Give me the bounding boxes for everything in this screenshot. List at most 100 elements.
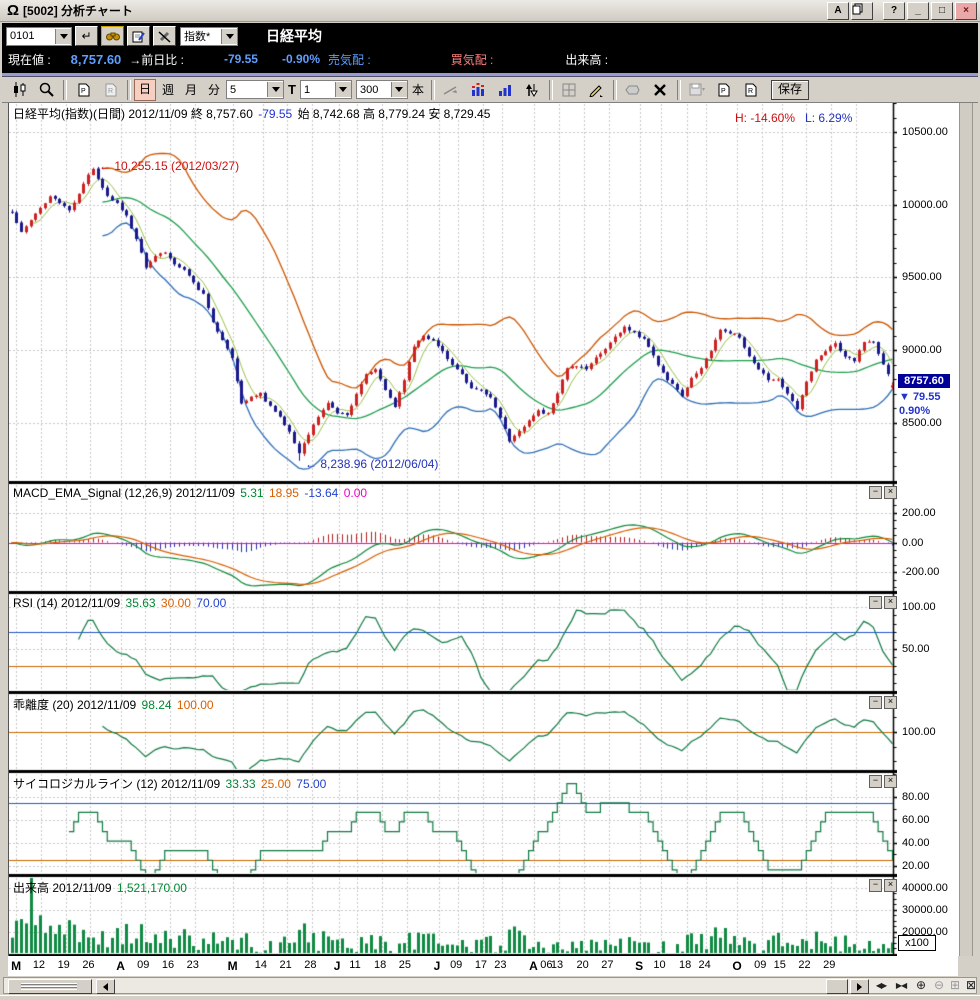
diff-value: -79.55 (223, 52, 258, 66)
page-copy-icon[interactable]: P (70, 78, 96, 101)
y-axis-tick-label: 200.00 (902, 506, 936, 519)
panel-close-button[interactable]: × (884, 596, 897, 609)
scrollbar-page-button[interactable] (826, 979, 848, 994)
panel-header-text: -13.64 (304, 486, 342, 500)
minimize-button[interactable]: _ (907, 1, 929, 20)
y-axis-tick-label: 30000.00 (902, 903, 948, 916)
panel-header-text: 35.63 (125, 596, 159, 610)
x-axis-label: 10 (653, 959, 666, 971)
y-axis-tick-label: 50.00 (902, 642, 930, 655)
category-combo[interactable]: 指数* (180, 26, 238, 46)
interval-combo[interactable]: 5 (226, 80, 284, 99)
horizontal-scrollbar[interactable]: ◀▶ ▶◀ ⊕ ⊖ ⊞ ⊠ (3, 977, 977, 994)
period-day-button[interactable]: 日 (134, 78, 156, 101)
grid-window-icon[interactable]: ⊞ (949, 978, 961, 992)
close-button[interactable]: × (955, 1, 977, 20)
scroll-right-button[interactable] (850, 979, 869, 994)
save-button[interactable]: 保存 (770, 79, 809, 100)
help-button[interactable]: ? (883, 1, 905, 20)
chevron-down-icon[interactable] (221, 28, 237, 44)
panel-window-buttons: − × (867, 775, 897, 788)
t-label: T (288, 82, 296, 97)
chevron-down-icon[interactable] (55, 28, 71, 44)
x-axis: M 12 19 26 A 09 16 23 M 14 21 28 J 11 18 25 J 09 17 23 A 06 13… (8, 956, 958, 976)
x-axis-label: 09 (450, 959, 463, 971)
pencil-draw-icon[interactable] (582, 78, 609, 101)
maximize-button[interactable]: □ (931, 1, 953, 20)
divider (430, 79, 435, 100)
x-axis-label: A (116, 959, 125, 973)
page-report-icon[interactable]: R (97, 78, 123, 101)
copy-window-icon[interactable] (851, 1, 873, 20)
ask-label: 売気配 : (328, 52, 371, 67)
period-month-button[interactable]: 月 (180, 79, 202, 100)
panel-header-text: サイコロジカルライン (12) 2012/11/09 (13, 777, 224, 791)
x-axis-label: 24 (698, 959, 711, 971)
enter-button[interactable]: ↵ (75, 26, 98, 46)
diff-pct-value: -0.90% (281, 52, 321, 66)
expand-bars-icon[interactable]: ◀▶ (875, 981, 887, 990)
x-axis-label: 18 (679, 959, 692, 971)
y-axis-labels: 10500.00 10000.00 9500.00 9000.00 8500.00 200… (898, 103, 958, 956)
grid-layout-icon[interactable] (555, 78, 582, 101)
chart-compare-icon[interactable] (464, 78, 491, 101)
trendline-tool-icon[interactable] (437, 78, 464, 101)
chevron-down-icon[interactable] (334, 82, 351, 97)
binoculars-icon[interactable] (101, 26, 124, 46)
y-axis-tick-label: 9000.00 (902, 344, 942, 357)
period-minute-button[interactable]: 分 (203, 79, 225, 100)
compress-bars-icon[interactable]: ▶◀ (895, 981, 907, 990)
panel-header-text: 75.00 (296, 777, 327, 791)
diff-label: →前日比 : (129, 52, 184, 67)
eraser-icon[interactable] (619, 78, 646, 101)
page-report2-icon[interactable]: R (737, 78, 764, 101)
bars-combo[interactable]: 300 (355, 80, 408, 99)
panel-minimize-button[interactable]: − (869, 879, 882, 892)
zoom-tool-icon[interactable] (33, 78, 59, 101)
multiplier-combo[interactable]: 1 (299, 80, 352, 99)
panel-minimize-button[interactable]: − (869, 775, 882, 788)
code-combo[interactable]: 0101 (6, 26, 72, 46)
pencil-off-icon[interactable] (153, 26, 176, 46)
x-axis-label: 09 (754, 959, 767, 971)
period-week-button[interactable]: 週 (157, 79, 179, 100)
chevron-down-icon[interactable] (390, 82, 407, 97)
bar-chart-icon[interactable] (491, 78, 518, 101)
panel-close-button[interactable]: × (884, 775, 897, 788)
page-copy2-icon[interactable]: P (710, 78, 737, 101)
panel-window-buttons: − × (867, 486, 897, 499)
candlestick-tool-icon[interactable] (6, 78, 32, 101)
zoom-in-icon[interactable]: ⊕ (915, 978, 927, 992)
panel-minimize-button[interactable]: − (869, 696, 882, 709)
panel-minimize-button[interactable]: − (869, 596, 882, 609)
close-panel-icon[interactable]: ⊠ (965, 978, 977, 992)
panel-header-text: 18.95 (268, 486, 303, 500)
scrollbar-grip (21, 983, 77, 990)
window-title: [5002] 分析チャート (23, 4, 133, 18)
x-axis-label: 13 (550, 959, 564, 971)
chevron-down-icon[interactable] (267, 82, 283, 97)
scroll-left-button[interactable] (96, 979, 115, 994)
last-price-diff: ▼ 79.55 (899, 391, 941, 403)
edit-note-icon[interactable] (127, 26, 150, 46)
sort-updown-icon[interactable] (518, 78, 545, 101)
title-bar: Ω [5002] 分析チャート A ? _ □ × (0, 0, 980, 22)
scrollbar-thumb[interactable] (8, 979, 92, 994)
panel-minimize-button[interactable]: − (869, 486, 882, 499)
panel-header-dev: 乖離度 (20) 2012/11/09 98.24 100.00 (13, 696, 216, 713)
svg-text:R: R (108, 88, 113, 95)
panel-close-button[interactable]: × (884, 486, 897, 499)
delete-x-icon[interactable] (646, 78, 673, 101)
code-value: 0101 (10, 30, 35, 42)
x-axis-label: 20 (576, 959, 589, 971)
x-axis-label: A (529, 959, 538, 973)
panel-header-macd: MACD_EMA_Signal (12,26,9) 2012/11/09 5.3… (13, 486, 369, 500)
panel-close-button[interactable]: × (884, 696, 897, 709)
zoom-out-icon[interactable]: ⊖ (933, 978, 945, 992)
panel-close-button[interactable]: × (884, 879, 897, 892)
font-button[interactable]: A (827, 1, 849, 20)
save-disk-icon[interactable] (683, 78, 710, 101)
y-axis-tick-label: -200.00 (902, 566, 940, 579)
chart-canvas[interactable] (9, 103, 897, 956)
x-axis-label: 26 (82, 959, 95, 971)
